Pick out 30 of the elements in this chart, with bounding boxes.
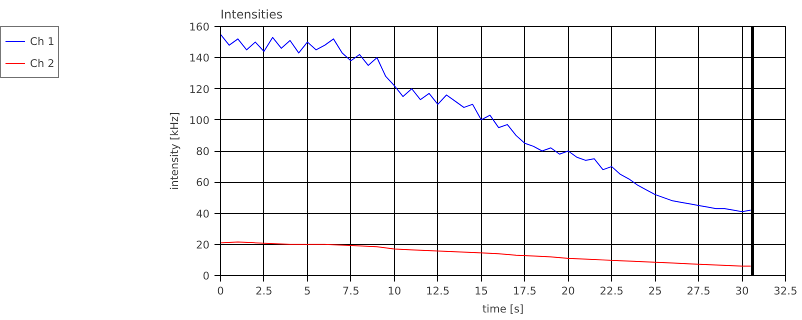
x-tick-label: 15 — [474, 284, 488, 298]
x-axis-title: time [s] — [482, 302, 524, 316]
y-tick-label: 40 — [196, 207, 210, 220]
x-tick-label: 30 — [735, 284, 750, 298]
y-tick-label: 100 — [189, 114, 210, 127]
chart-title: Intensities — [220, 8, 283, 22]
legend-label: Ch 2 — [30, 56, 54, 70]
y-tick-label: 120 — [189, 82, 210, 96]
x-tick-label: 10 — [388, 284, 402, 298]
y-axis-title: intensity [kHz] — [168, 112, 182, 190]
x-tick-label: 27.5 — [686, 284, 710, 298]
line-series — [220, 34, 752, 212]
x-tick-label: 25 — [648, 284, 662, 298]
y-tick-label: 140 — [189, 52, 210, 65]
x-tick-label: 2.5 — [255, 284, 272, 298]
line-series — [220, 242, 752, 267]
y-tick-label: 60 — [196, 176, 210, 190]
y-tick-label: 80 — [196, 145, 210, 158]
y-tick-label: 20 — [196, 238, 210, 252]
x-tick-label: 12.5 — [426, 284, 450, 298]
y-tick-label: 0 — [202, 270, 210, 282]
x-tick-label: 22.5 — [600, 284, 624, 298]
x-tick-label: 32.5 — [774, 284, 798, 298]
x-tick-label: 5 — [304, 284, 311, 298]
x-tick-label: 20 — [561, 284, 576, 298]
x-tick-label: 0 — [217, 284, 224, 298]
legend-label: Ch 1 — [30, 34, 54, 48]
x-tick-label: 7.5 — [342, 284, 360, 298]
y-tick-label: 160 — [189, 20, 210, 34]
x-tick-label: 17.5 — [512, 284, 537, 298]
